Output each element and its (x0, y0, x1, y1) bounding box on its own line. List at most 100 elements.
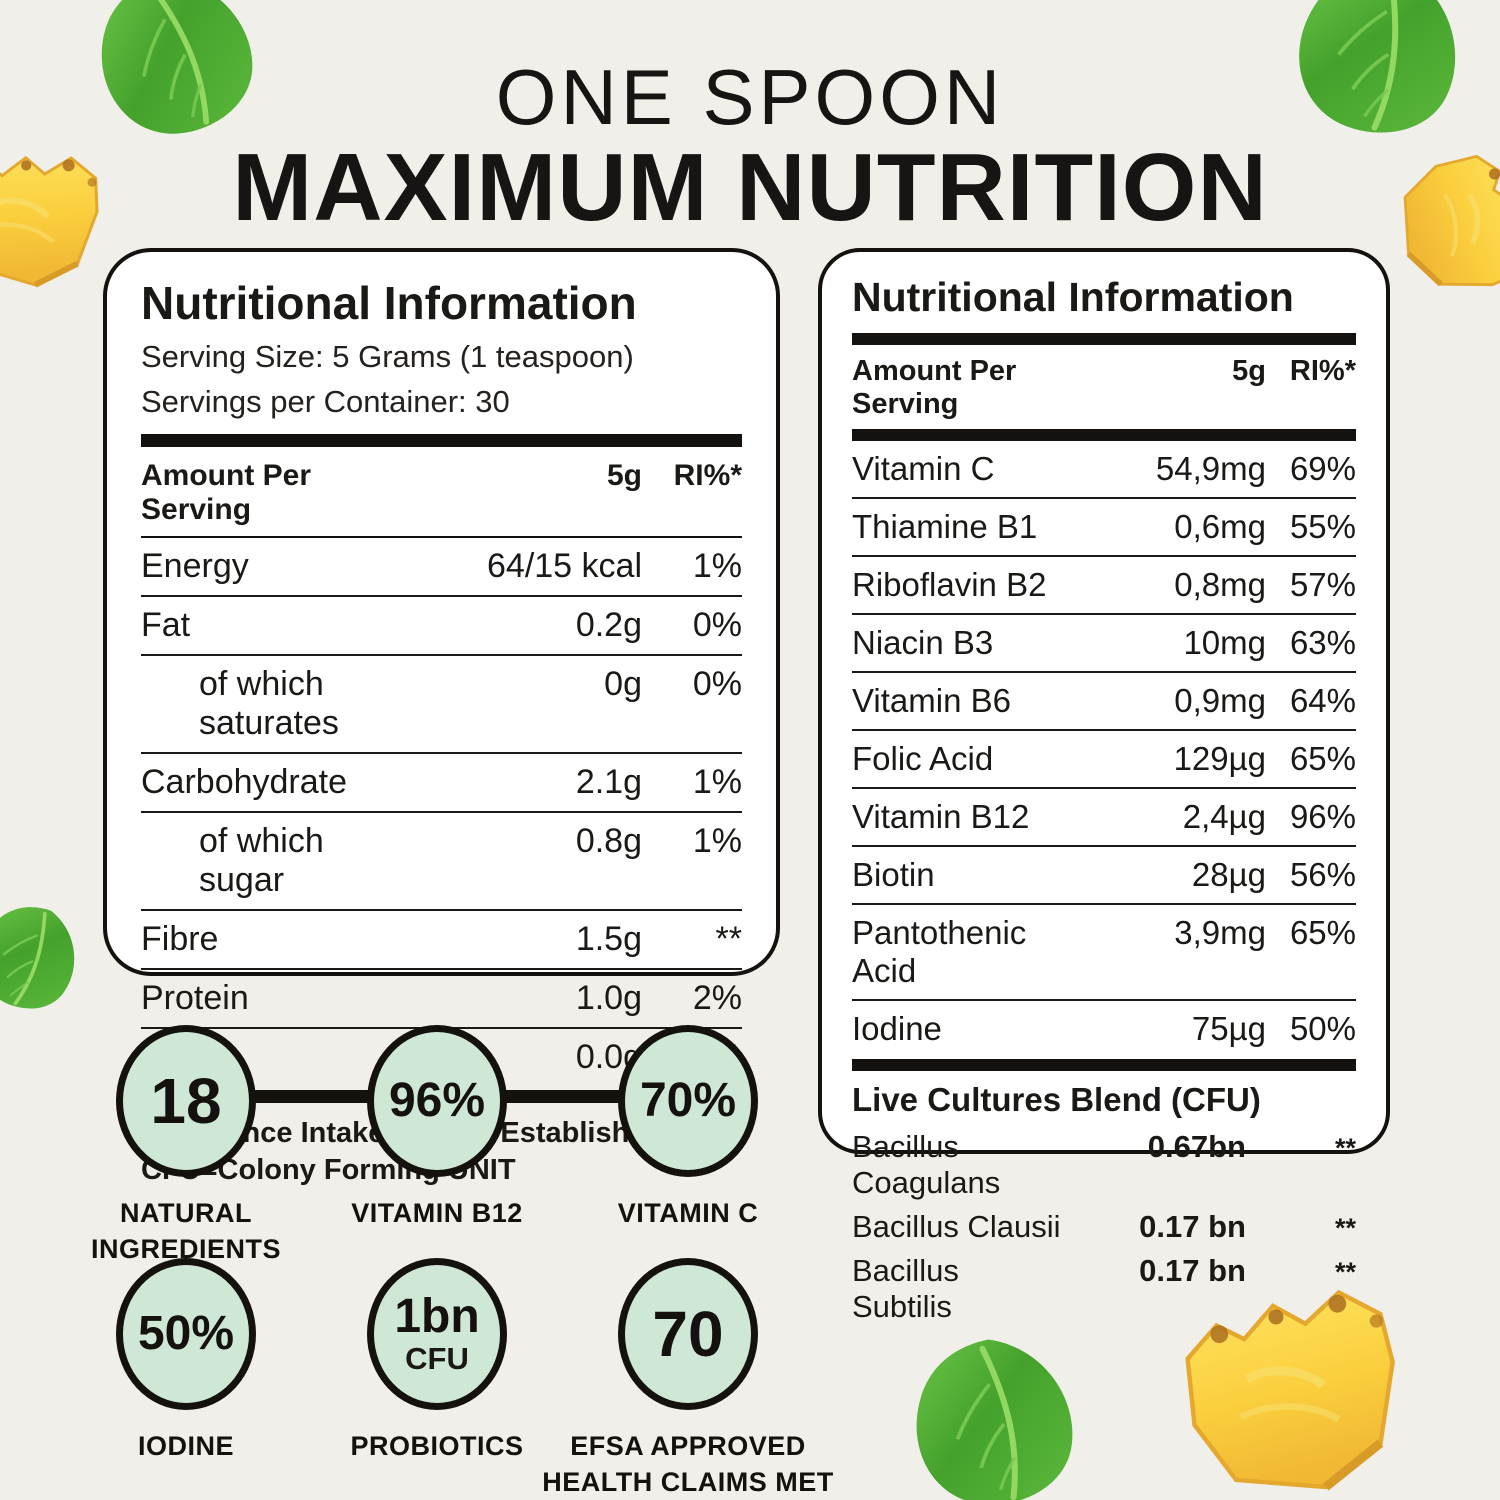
row-ri: ** (1334, 1133, 1356, 1163)
row-amount: 0,9mg (1174, 682, 1266, 719)
row-amount: 0.17 bn (1139, 1209, 1246, 1244)
spinach-leaf-image (887, 1326, 1101, 1500)
row-amount: 1.5g (575, 920, 642, 958)
row-label: Biotin (852, 856, 935, 893)
column-label: Amount Per Serving (852, 355, 1017, 420)
row-label: Vitamin C (852, 450, 995, 487)
badge-sub-value: CFU (405, 1341, 469, 1377)
row-label: of which sugar (199, 822, 324, 899)
row-amount: 28µg (1191, 856, 1266, 893)
badge-circle: 70% (618, 1025, 758, 1177)
row-label: Vitamin B12 (852, 798, 1030, 835)
table-row: Fibre 1.5g ** (141, 911, 742, 970)
row-amount: 1.0g (575, 979, 642, 1017)
badge-circle: 50% (116, 1258, 256, 1410)
row-ri: 57% (1289, 566, 1356, 603)
row-amount: 54,9mg (1155, 450, 1266, 487)
divider-thick (852, 429, 1356, 441)
row-ri: ** (1334, 1213, 1356, 1243)
row-amount: 0.67bn (1147, 1129, 1246, 1164)
page-title: ONE SPOON MAXIMUM NUTRITION (0, 58, 1500, 236)
badge-label: IODINE (137, 1431, 234, 1461)
badge-vitamin-b12: 96% VITAMIN B12 (287, 1025, 587, 1231)
row-label: Thiamine B1 (852, 508, 1038, 545)
row-ri: 65% (1289, 914, 1356, 951)
row-amount: 129µg (1173, 740, 1266, 777)
row-label: Iodine (852, 1010, 942, 1047)
row-label: Pantothenic Acid (852, 914, 1027, 989)
row-label: Bacillus Subtilis (852, 1253, 959, 1324)
badge-label: NATURAL INGREDIENTS (90, 1198, 282, 1265)
row-label: Riboflavin B2 (852, 566, 1047, 603)
serving-size: Serving Size: 5 Grams (1 teaspoon) (141, 339, 634, 374)
table-row: Protein 1.0g 2% (141, 970, 742, 1029)
table-row: Iodine 75µg 50% (852, 1001, 1356, 1057)
badge-value: 18 (150, 1064, 222, 1137)
spinach-leaf-image (0, 888, 95, 1026)
row-ri: 64% (1289, 682, 1356, 719)
table-row: Vitamin C 54,9mg 69% (852, 441, 1356, 499)
nutrition-panel-macros: Nutritional Information Serving Size: 5 … (103, 248, 780, 1186)
column-ri: RI%* (673, 459, 742, 492)
column-amount: 5g (606, 459, 642, 492)
row-label: Folic Acid (852, 740, 994, 777)
badge-circle: 70 (618, 1258, 758, 1410)
row-ri: 65% (1289, 740, 1356, 777)
row-amount: 0,6mg (1174, 508, 1266, 545)
row-label: Bacillus Clausii (852, 1209, 1061, 1244)
row-ri: 0% (692, 665, 742, 703)
badge-label: EFSA APPROVED HEALTH CLAIMS MET (542, 1431, 834, 1498)
table-header-row: Amount Per Serving 5g RI%* (141, 447, 742, 536)
column-label: Amount Per Serving (141, 459, 312, 526)
row-label: Niacin B3 (852, 624, 994, 661)
row-amount: 0.8g (575, 822, 642, 860)
column-amount: 5g (1232, 355, 1266, 387)
table-header-row: Amount Per Serving 5g RI%* (852, 345, 1356, 429)
row-amount: 2.1g (575, 763, 642, 801)
row-amount: 64/15 kcal (487, 547, 642, 585)
table-row: Fat 0.2g 0% (141, 597, 742, 656)
row-label: Carbohydrate (141, 763, 348, 801)
row-ri: 55% (1289, 508, 1356, 545)
badge-iodine: 50% IODINE (36, 1258, 336, 1464)
row-ri: 50% (1289, 1010, 1356, 1047)
row-label: Bacillus Coagulans (852, 1129, 1001, 1200)
row-amount: 0.17 bn (1139, 1253, 1246, 1288)
column-ri: RI%* (1289, 355, 1356, 387)
badge-value: 50% (137, 1307, 235, 1361)
divider-thick (852, 333, 1356, 345)
badge-natural-ingredients: 18 NATURAL INGREDIENTS (36, 1025, 336, 1268)
badge-value: 1bn (394, 1290, 480, 1344)
row-amount: 75µg (1191, 1010, 1266, 1047)
table-row: of which saturates 0g 0% (141, 656, 742, 754)
servings-per-container: Servings per Container: 30 (141, 384, 510, 419)
row-amount: 3,9mg (1174, 914, 1266, 951)
panel-heading: Nutritional Information (141, 277, 637, 329)
row-ri: 56% (1289, 856, 1356, 893)
row-amount: 2,4µg (1182, 798, 1266, 835)
table-row: Energy 64/15 kcal 1% (141, 538, 742, 597)
row-ri: 1% (692, 547, 742, 585)
table-row: Biotin 28µg 56% (852, 847, 1356, 905)
row-label: Fibre (141, 920, 219, 958)
table-row: Pantothenic Acid 3,9mg 65% (852, 905, 1356, 1001)
nutrition-panel-vitamins: Nutritional Information Amount Per Servi… (818, 248, 1390, 1324)
badge-value: 70% (639, 1074, 737, 1128)
row-amount: 10mg (1183, 624, 1266, 661)
row-label: of which saturates (199, 665, 339, 742)
badge-value: 96% (388, 1074, 486, 1128)
badge-circle: 18 (116, 1025, 256, 1177)
table-row: Niacin B3 10mg 63% (852, 615, 1356, 673)
row-ri: ** (1334, 1257, 1356, 1287)
badge-probiotics: 1bn CFU PROBIOTICS (287, 1258, 587, 1464)
row-amount: 0.2g (575, 606, 642, 644)
title-line-1: ONE SPOON (495, 53, 1005, 141)
divider-thick (141, 434, 742, 447)
row-ri: 69% (1289, 450, 1356, 487)
row-label: Fat (141, 606, 191, 644)
divider-thick (852, 1059, 1356, 1071)
table-row: of which sugar 0.8g 1% (141, 813, 742, 911)
table-row: Vitamin B6 0,9mg 64% (852, 673, 1356, 731)
badge-vitamin-c: 70% VITAMIN C (538, 1025, 838, 1231)
